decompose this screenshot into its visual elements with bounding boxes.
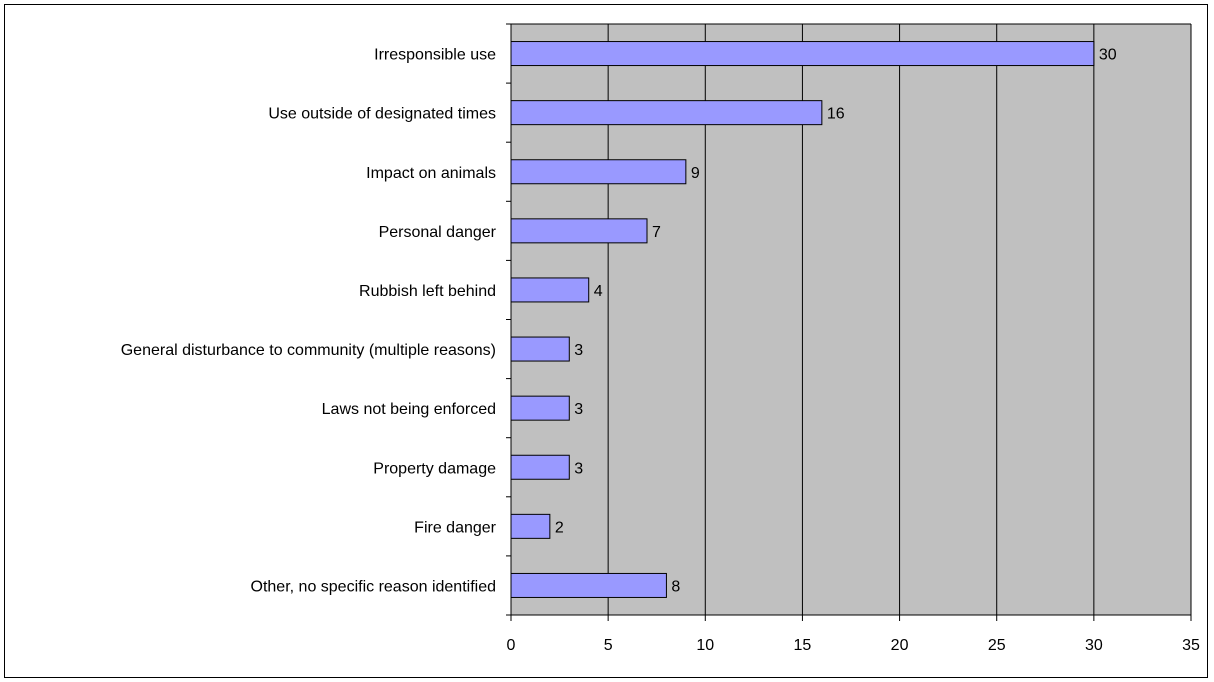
x-tick-label: 35 — [1182, 637, 1200, 654]
x-tick-label: 0 — [507, 637, 516, 654]
x-tick-label: 20 — [891, 637, 909, 654]
x-tick-label: 25 — [988, 637, 1006, 654]
bar — [510, 41, 1095, 67]
bar — [510, 572, 667, 598]
category-label: Use outside of designated times — [268, 106, 496, 123]
category-label: Property damage — [373, 460, 496, 477]
x-tick-label: 15 — [794, 637, 812, 654]
x-tick-label: 10 — [696, 637, 714, 654]
bar — [510, 336, 570, 362]
category-label: Personal danger — [379, 224, 497, 241]
data-label: 30 — [1099, 47, 1117, 64]
data-label: 9 — [691, 165, 700, 182]
bar — [510, 100, 823, 126]
bar — [510, 277, 590, 303]
bar — [510, 218, 648, 244]
bar — [510, 454, 570, 480]
x-tick-label: 30 — [1085, 637, 1103, 654]
category-label: General disturbance to community (multip… — [121, 342, 496, 359]
category-label: Laws not being enforced — [322, 401, 496, 418]
data-label: 3 — [574, 342, 583, 359]
data-label: 8 — [671, 578, 680, 595]
category-label: Other, no specific reason identified — [251, 578, 496, 595]
category-label: Fire danger — [414, 519, 496, 536]
category-label: Impact on animals — [366, 165, 496, 182]
data-label: 7 — [652, 224, 661, 241]
bar — [510, 513, 551, 539]
data-label: 3 — [574, 460, 583, 477]
bar — [510, 395, 570, 421]
category-label: Irresponsible use — [374, 47, 496, 64]
bar — [510, 159, 687, 185]
x-tick-label: 5 — [604, 637, 613, 654]
category-label: Rubbish left behind — [359, 283, 496, 300]
data-label: 3 — [574, 401, 583, 418]
data-label: 16 — [827, 106, 845, 123]
data-label: 2 — [555, 519, 564, 536]
data-label: 4 — [594, 283, 603, 300]
